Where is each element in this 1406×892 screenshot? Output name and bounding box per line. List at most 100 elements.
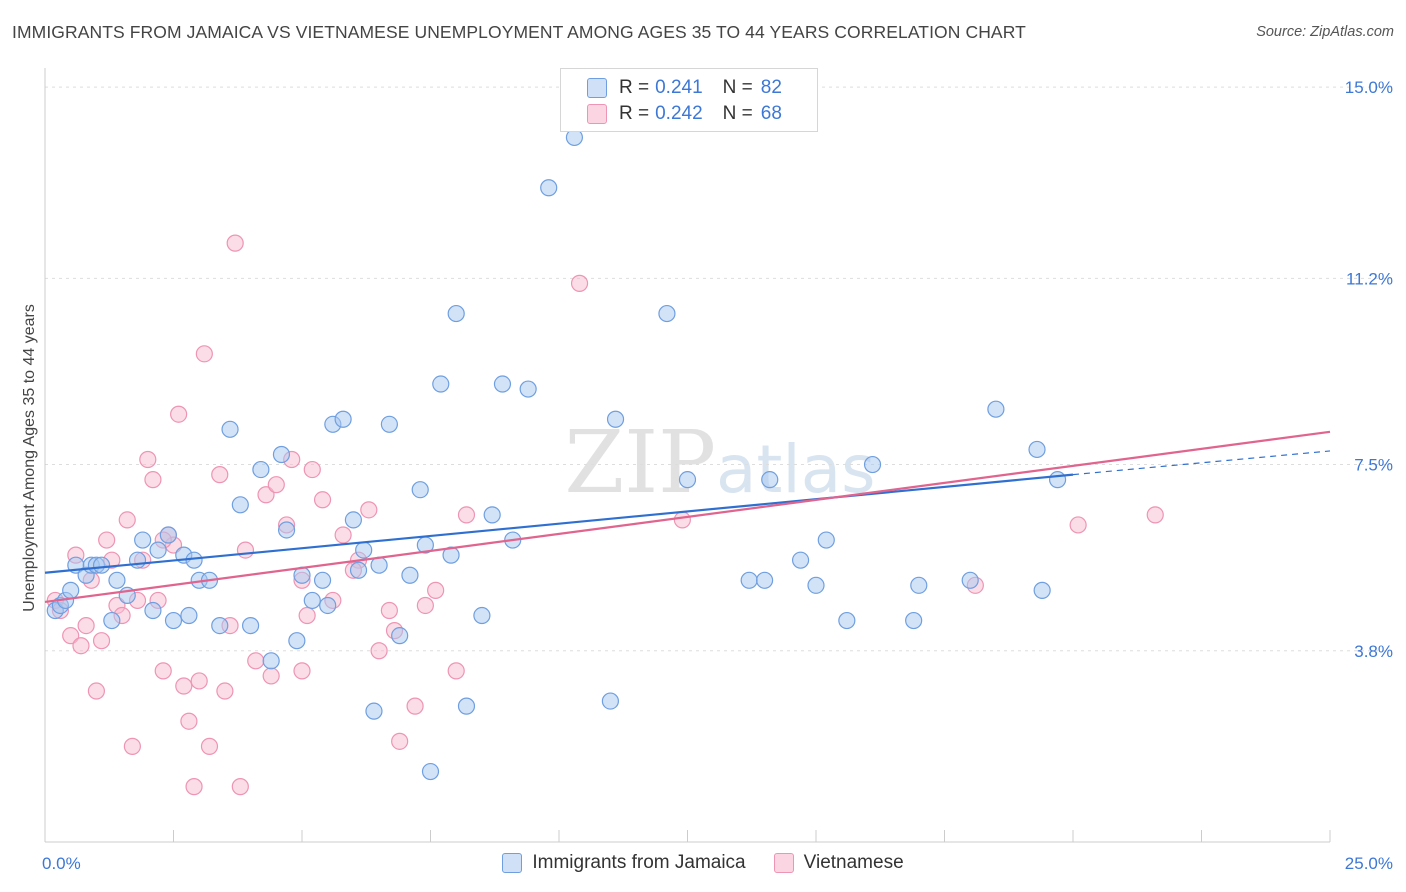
vietnamese-point xyxy=(170,405,188,423)
jamaica-point xyxy=(678,471,697,489)
vietnamese-point xyxy=(303,460,321,479)
vietnamese-point xyxy=(570,274,589,292)
jamaica-point xyxy=(1033,581,1051,599)
jamaica-point xyxy=(92,556,111,574)
legend-row-vietnamese: R = 0.242 N = 68 xyxy=(587,102,782,126)
vietnamese-point xyxy=(180,712,198,730)
jamaica-point xyxy=(144,601,162,620)
jamaica-point xyxy=(791,551,810,569)
legend-row-jamaica: R = 0.241 N = 82 xyxy=(587,76,782,100)
jamaica-point xyxy=(319,596,337,615)
jamaica-point xyxy=(838,611,856,630)
vietnamese-point xyxy=(457,506,476,524)
vietnamese-point xyxy=(406,697,424,715)
jamaica-trend-line xyxy=(44,473,1074,574)
jamaica-point xyxy=(334,410,352,428)
vietnamese-point xyxy=(185,778,203,796)
series-legend-vietnamese[interactable]: Vietnamese xyxy=(773,852,904,874)
vietnamese-point xyxy=(77,616,95,635)
vietnamese-point xyxy=(1146,506,1164,524)
legend-r-value: 0.242 xyxy=(655,103,703,124)
jamaica-point xyxy=(180,606,198,625)
vietnamese-point xyxy=(673,511,691,529)
vietnamese-point xyxy=(139,450,157,469)
watermark: ZIPatlas xyxy=(564,413,875,513)
vietnamese-point xyxy=(262,667,280,685)
jamaica-point xyxy=(380,415,398,433)
jamaica-point xyxy=(185,551,203,569)
jamaica-point xyxy=(1048,471,1067,489)
legend-r-label: R = xyxy=(619,77,650,98)
jamaica-point xyxy=(370,556,388,574)
jamaica-point xyxy=(961,571,979,589)
legend-n-label: N = xyxy=(722,77,753,98)
vietnamese-point xyxy=(62,627,80,645)
jamaica-point xyxy=(62,581,80,599)
vietnamese-point xyxy=(380,601,398,620)
vietnamese-point xyxy=(391,732,409,750)
jamaica-point xyxy=(303,591,321,610)
jamaica-point xyxy=(391,627,409,645)
vietnamese-point xyxy=(231,778,249,796)
series-swatch-vietnamese xyxy=(773,853,794,873)
jamaica-point xyxy=(601,692,620,710)
vietnamese-point xyxy=(360,501,378,519)
jamaica-point xyxy=(1028,440,1046,459)
vietnamese-point xyxy=(447,662,465,680)
legend-n-label: N = xyxy=(722,103,753,124)
legend-n-value: 68 xyxy=(760,103,782,124)
correlation-legend: R = 0.241 N = 82 R = 0.242 N = 68 xyxy=(560,68,818,132)
jamaica-point xyxy=(817,531,835,549)
jamaica-point xyxy=(761,471,779,489)
y-tick-label: 3.8% xyxy=(1354,642,1393,661)
jamaica-point xyxy=(411,481,429,499)
vietnamese-point xyxy=(200,737,219,755)
jamaica-point xyxy=(807,576,825,594)
series-legend: Immigrants from Jamaica Vietnamese xyxy=(0,852,1406,874)
jamaica-point xyxy=(355,541,373,559)
jamaica-point xyxy=(447,304,465,323)
jamaica-point xyxy=(108,571,126,589)
vietnamese-point xyxy=(1069,516,1087,534)
jamaica-point xyxy=(483,506,501,524)
jamaica-point xyxy=(149,541,167,559)
jamaica-point xyxy=(493,375,512,393)
vietnamese-point xyxy=(144,471,162,489)
vietnamese-point xyxy=(211,466,229,484)
chart-title: IMMIGRANTS FROM JAMAICA VS VIETNAMESE UN… xyxy=(12,22,1026,42)
vietnamese-point xyxy=(175,677,193,695)
vietnamese-point xyxy=(195,345,213,363)
source-label: Source: ZipAtlas.com xyxy=(1256,24,1394,40)
jamaica-point xyxy=(905,611,923,630)
vietnamese-point xyxy=(216,682,234,700)
jamaica-point xyxy=(740,571,758,589)
jamaica-point xyxy=(863,455,882,474)
jamaica-point xyxy=(231,496,249,514)
series-label-jamaica: Immigrants from Jamaica xyxy=(532,852,746,873)
jamaica-point xyxy=(349,561,368,579)
vietnamese-point xyxy=(267,476,285,494)
vietnamese-point xyxy=(293,662,311,680)
vietnamese-point xyxy=(247,652,265,670)
vietnamese-trend-line xyxy=(44,430,1331,604)
vietnamese-point xyxy=(236,541,255,559)
jamaica-point xyxy=(221,420,239,438)
jamaica-point xyxy=(421,762,440,781)
jamaica-point xyxy=(272,445,291,464)
jamaica-point xyxy=(242,616,260,635)
vietnamese-point xyxy=(87,682,106,700)
vietnamese-point xyxy=(190,672,208,690)
vietnamese-point xyxy=(298,606,316,625)
jamaica-point xyxy=(606,410,625,428)
jamaica-point xyxy=(401,566,419,584)
vietnamese-point xyxy=(257,486,275,504)
series-legend-jamaica[interactable]: Immigrants from Jamaica xyxy=(502,852,746,874)
jamaica-point xyxy=(288,632,306,650)
jamaica-point xyxy=(164,611,183,630)
legend-swatch-jamaica xyxy=(587,78,607,98)
legend-r-label: R = xyxy=(619,103,650,124)
y-tick-label: 11.2% xyxy=(1346,269,1393,288)
vietnamese-point xyxy=(98,531,116,549)
legend-swatch-vietnamese xyxy=(587,104,607,124)
